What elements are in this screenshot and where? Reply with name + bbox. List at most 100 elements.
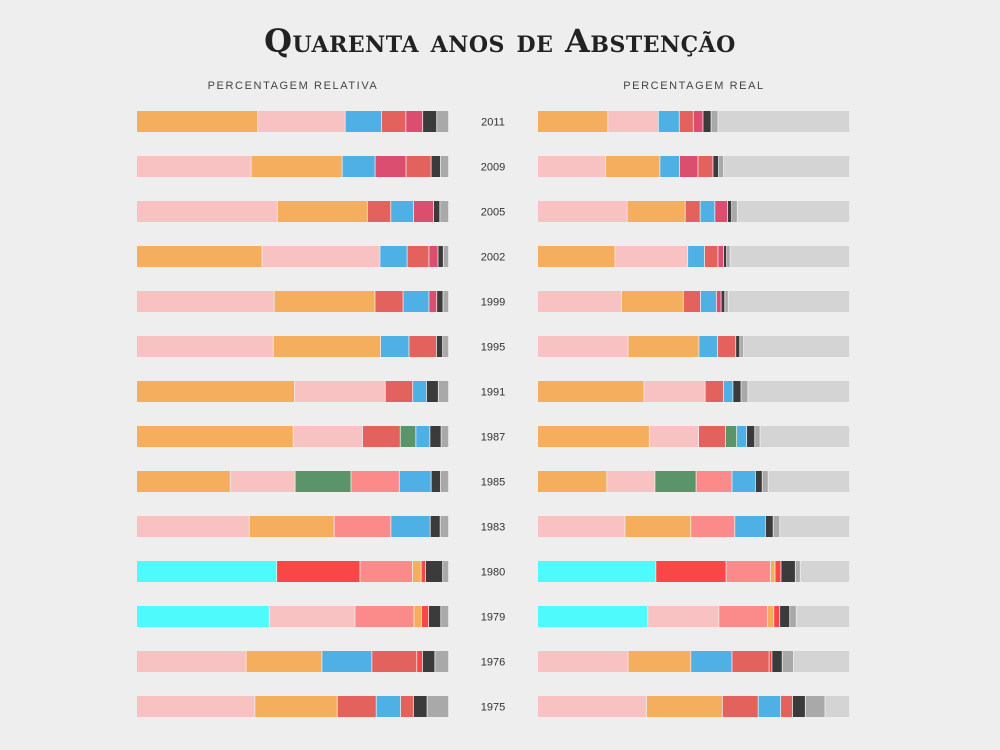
bar-segment-real-2009-2 (660, 156, 680, 177)
bar-segment-relative-2005-1 (277, 201, 367, 222)
bar-segment-real-2002-7 (730, 246, 850, 267)
bar-segment-real-1987-0 (538, 426, 649, 447)
bar-segment-real-1983-5 (773, 516, 780, 537)
bar-segment-real-2009-7 (723, 156, 850, 177)
bar-segment-real-1975-5 (792, 696, 805, 717)
bar-segment-relative-2005-5 (433, 201, 440, 222)
year-label: 1980 (481, 567, 505, 579)
bar-segment-relative-2009-4 (406, 156, 431, 177)
bar-segment-real-2005-6 (732, 201, 737, 222)
bar-segment-relative-2011-5 (423, 111, 437, 132)
bar-segment-real-1979-4 (774, 606, 780, 627)
bar-segment-relative-2002-4 (429, 246, 438, 267)
bar-segment-real-1979-2 (719, 606, 768, 627)
bar-segment-relative-1999-5 (437, 291, 443, 312)
bar-segment-real-2009-0 (538, 156, 606, 177)
bar-segment-relative-1980-5 (425, 561, 443, 582)
bar-segment-real-2009-1 (606, 156, 660, 177)
panel-title-real: PERCENTAGEM REAL (623, 80, 765, 92)
bar-segment-real-2011-1 (608, 111, 658, 132)
bar-segment-real-1987-6 (755, 426, 760, 447)
bar-segment-real-1995-6 (743, 336, 850, 357)
bar-segment-relative-1979-5 (429, 606, 441, 627)
bar-segment-relative-1975-0 (137, 696, 255, 717)
bar-segment-relative-1995-4 (436, 336, 443, 357)
bar-segment-relative-1999-2 (375, 291, 403, 312)
year-label: 2002 (481, 252, 505, 264)
bar-segment-relative-1980-0 (137, 561, 277, 582)
bar-segment-real-1980-3 (770, 561, 775, 582)
bar-segment-real-2005-0 (538, 201, 627, 222)
bar-segment-real-1980-6 (795, 561, 800, 582)
bar-segment-real-1975-1 (646, 696, 722, 717)
bar-segment-real-1985-2 (655, 471, 696, 492)
bar-segment-real-2011-6 (711, 111, 718, 132)
bar-segment-relative-1980-4 (421, 561, 426, 582)
bar-segment-real-1975-4 (781, 696, 793, 717)
bar-segment-relative-1991-5 (438, 381, 449, 402)
bar-segment-real-1980-0 (538, 561, 656, 582)
bar-segment-relative-1991-3 (413, 381, 427, 402)
bar-segment-real-2005-5 (728, 201, 732, 222)
year-label: 1985 (481, 477, 505, 489)
bar-segment-relative-1987-5 (430, 426, 441, 447)
bar-segment-real-1999-0 (538, 291, 622, 312)
bar-segment-real-1995-1 (628, 336, 699, 357)
bar-segment-relative-1999-3 (403, 291, 429, 312)
bar-segment-real-1976-7 (793, 651, 850, 672)
bar-segment-relative-2009-1 (251, 156, 342, 177)
year-label: 1983 (481, 522, 505, 534)
bar-segment-real-1985-6 (762, 471, 768, 492)
bar-segment-relative-1976-3 (372, 651, 417, 672)
bar-segment-relative-2002-0 (137, 246, 262, 267)
bar-segment-relative-1985-5 (431, 471, 441, 492)
bar-segment-real-1980-1 (656, 561, 726, 582)
bar-segment-real-2009-3 (679, 156, 698, 177)
bar-segment-real-1991-3 (723, 381, 733, 402)
bar-segment-real-2005-4 (715, 201, 728, 222)
bar-segment-relative-1979-0 (137, 606, 269, 627)
bar-segment-real-1995-2 (699, 336, 718, 357)
bar-segment-relative-1975-4 (400, 696, 413, 717)
bar-segment-real-1975-2 (722, 696, 758, 717)
bar-segment-real-1999-2 (683, 291, 701, 312)
bar-segment-relative-1985-6 (440, 471, 449, 492)
bar-segment-real-2002-5 (723, 246, 727, 267)
bar-segment-relative-1987-2 (362, 426, 400, 447)
bar-segment-relative-1976-6 (435, 651, 449, 672)
bar-segment-relative-2002-1 (262, 246, 380, 267)
bar-segment-relative-1979-1 (269, 606, 355, 627)
bar-segment-relative-1976-2 (322, 651, 372, 672)
bar-segment-real-1987-2 (698, 426, 726, 447)
bar-segment-real-2011-4 (693, 111, 703, 132)
bar-segment-relative-2005-0 (137, 201, 277, 222)
bar-segment-relative-2005-4 (413, 201, 434, 222)
year-label: 1991 (481, 387, 505, 399)
bar-segment-real-2002-3 (704, 246, 718, 267)
bar-segment-relative-2002-3 (407, 246, 429, 267)
bar-segment-relative-2011-3 (381, 111, 406, 132)
year-label: 2005 (481, 207, 505, 219)
bar-segment-relative-2009-5 (431, 156, 441, 177)
bar-segment-relative-1985-3 (351, 471, 399, 492)
bar-segment-relative-1985-2 (295, 471, 351, 492)
bar-segment-real-1980-2 (726, 561, 770, 582)
bar-segment-real-1979-5 (780, 606, 790, 627)
bar-segment-relative-1975-2 (337, 696, 376, 717)
bar-segment-real-1976-2 (691, 651, 732, 672)
bar-segment-real-1983-2 (691, 516, 735, 537)
bar-segment-real-1979-0 (538, 606, 648, 627)
bar-segment-real-1999-3 (700, 291, 716, 312)
bar-segment-real-1975-6 (805, 696, 825, 717)
bar-segment-relative-1979-3 (414, 606, 422, 627)
bar-segment-real-1976-0 (538, 651, 628, 672)
bar-segment-real-2002-0 (538, 246, 615, 267)
bar-segment-real-2011-2 (658, 111, 679, 132)
bar-segment-relative-1991-0 (137, 381, 295, 402)
bar-segment-relative-1983-3 (391, 516, 430, 537)
bar-segment-real-1979-7 (796, 606, 850, 627)
bar-segment-real-1995-4 (736, 336, 740, 357)
bar-segment-relative-2002-5 (438, 246, 443, 267)
bar-segment-real-1985-4 (732, 471, 755, 492)
